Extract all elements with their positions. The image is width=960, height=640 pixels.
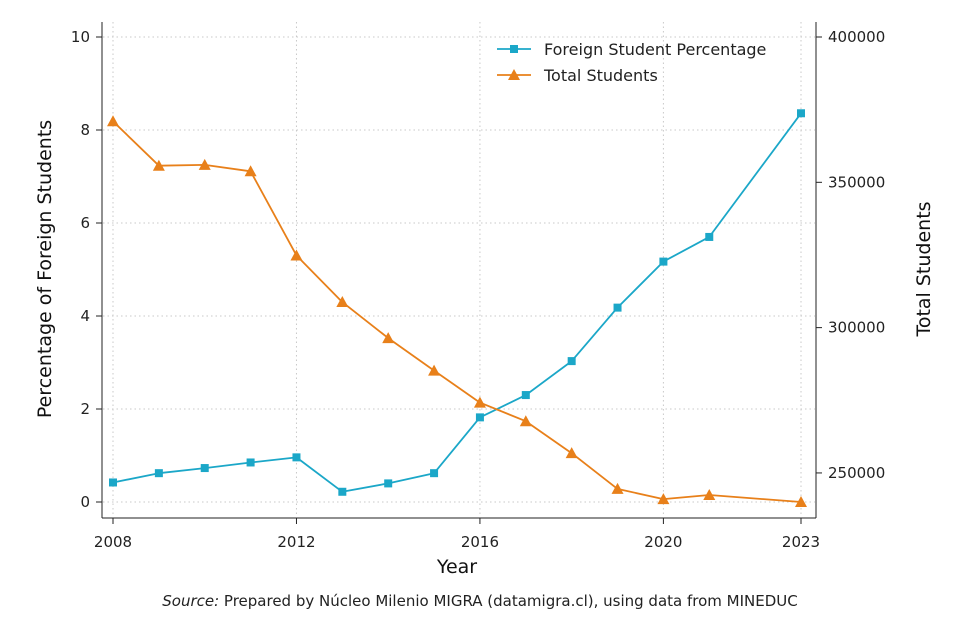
x-tick-label: 2016: [461, 533, 499, 551]
data-point-square: [567, 357, 576, 366]
x-tick-label: 2012: [277, 533, 315, 551]
data-point-triangle: [107, 115, 119, 127]
data-point-square: [154, 469, 163, 478]
left-tick-label: 0: [80, 493, 90, 511]
data-point-triangle: [703, 489, 716, 501]
data-point-triangle: [565, 447, 578, 459]
data-point-triangle: [198, 158, 211, 170]
legend-label-total: Total Students: [543, 66, 658, 85]
right-tick-label: 300000: [828, 319, 885, 337]
left-tick-label: 10: [71, 28, 90, 46]
legend: Foreign Student Percentage Total Student…: [497, 40, 766, 85]
data-point-square: [338, 487, 347, 496]
legend-marker-total: [508, 69, 520, 80]
data-point-square: [521, 391, 530, 400]
left-tick-label: 4: [80, 307, 90, 325]
right-y-axis-title: Total Students: [913, 201, 935, 337]
data-point-square: [430, 469, 439, 478]
left-tick-label: 2: [80, 400, 90, 418]
data-point-triangle: [152, 159, 165, 171]
right-tick-label: 250000: [828, 464, 885, 482]
data-point-triangle: [473, 396, 486, 408]
source-prefix: Source:: [162, 592, 220, 610]
data-point-triangle: [657, 493, 670, 505]
data-point-triangle: [290, 249, 303, 261]
series-lines: [112, 112, 802, 503]
data-point-square: [705, 232, 714, 241]
data-point-square: [246, 458, 255, 467]
x-axis-ticks: 2008 2012 2016 2020 2023: [94, 518, 820, 551]
x-tick-label: 2020: [644, 533, 682, 551]
data-point-square: [659, 257, 668, 266]
left-tick-label: 8: [80, 121, 90, 139]
x-tick-label: 2023: [782, 533, 820, 551]
source-text: Prepared by Núcleo Milenio MIGRA (datami…: [219, 592, 798, 610]
x-tick-label: 2008: [94, 533, 132, 551]
left-tick-label: 6: [80, 214, 90, 232]
data-point-square: [384, 479, 393, 488]
data-point-triangle: [382, 332, 395, 344]
data-point-triangle: [428, 364, 441, 376]
data-point-triangle: [336, 296, 349, 308]
data-point-square: [613, 303, 622, 312]
axes: [101, 22, 817, 519]
data-point-square: [200, 464, 209, 473]
data-point-square: [292, 453, 301, 462]
left-y-axis-ticks: 0 2 4 6 8 10: [71, 28, 102, 511]
series-markers: [107, 109, 807, 507]
source-note: Source: Prepared by Núcleo Milenio MIGRA…: [0, 592, 960, 610]
legend-marker-foreign: [510, 45, 518, 53]
data-point-triangle: [795, 496, 807, 507]
data-point-square: [109, 478, 117, 487]
series-line-foreign-percentage: [112, 112, 802, 493]
legend-label-foreign: Foreign Student Percentage: [544, 40, 766, 59]
grid-lines: [103, 22, 815, 517]
data-point-square: [475, 413, 484, 422]
data-point-triangle: [244, 165, 257, 177]
x-axis-title: Year: [436, 556, 477, 578]
right-tick-label: 350000: [828, 173, 885, 191]
data-point-triangle: [519, 415, 532, 427]
right-y-axis-ticks: 250000 300000 350000 400000: [816, 28, 885, 482]
data-point-square: [797, 109, 805, 118]
left-y-axis-title: Percentage of Foreign Students: [34, 120, 56, 418]
data-point-triangle: [611, 482, 624, 494]
right-tick-label: 400000: [828, 28, 885, 46]
